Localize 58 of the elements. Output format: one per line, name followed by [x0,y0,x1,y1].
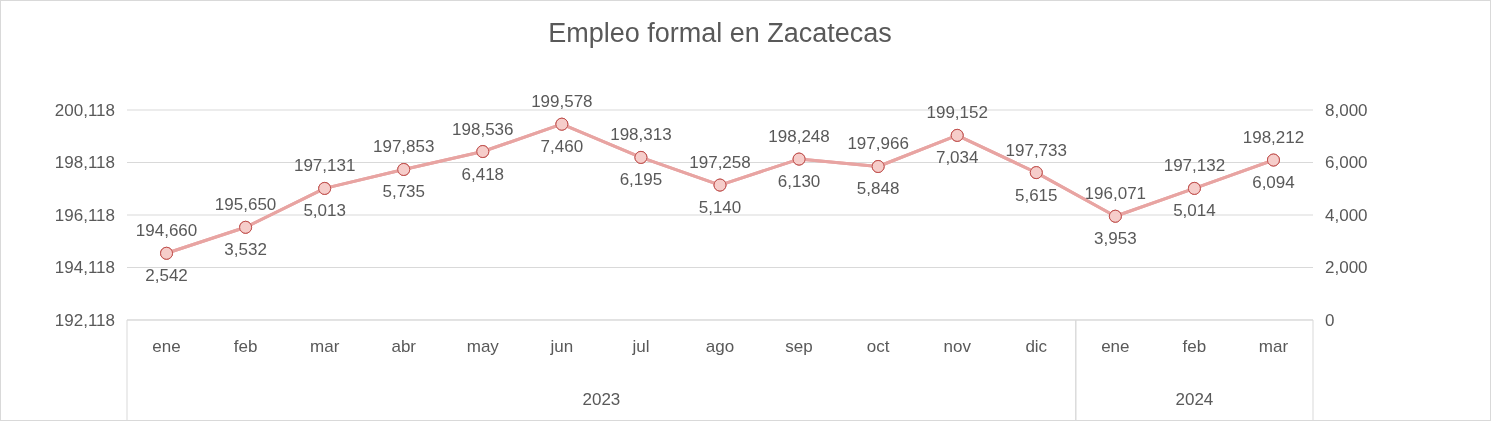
x-tick-label: mar [1258,337,1289,356]
data-label: 6,418 [461,164,505,184]
x-tick-label: jul [631,337,650,356]
x-tick-label: may [466,337,500,356]
text: 2023 [582,390,621,409]
data-label: 196,071 [1084,184,1147,204]
data-label: 5,013 [303,201,346,221]
x-tick-label: sep [785,337,813,356]
data-label: 198,212 [1242,128,1305,148]
y2-tick-label: 4,000 [1325,205,1368,225]
data-label: 5,014 [1173,201,1216,221]
data-label: 199,152 [926,103,988,123]
data-label: 198,536 [452,119,514,139]
x-tick-label: dic [1025,337,1048,356]
data-label: 7,460 [540,137,584,157]
data-label: 7,034 [935,148,979,168]
x-tick-label: feb [233,337,258,356]
data-label: 197,132 [1163,156,1226,176]
x-tick-label: oct [866,337,890,356]
data-label: 195,650 [214,195,277,215]
y-tick-label: 192,118 [54,310,115,330]
data-label: 5,848 [856,179,900,199]
x-tick-label: nov [943,337,972,356]
data-label: 194,660 [135,221,198,241]
y2-tick-label: 2,000 [1325,258,1368,278]
x-tick-label: mar [310,337,340,356]
data-label: 2,542 [145,266,188,286]
y2-tick-label: 8,000 [1325,100,1368,120]
data-label: 5,140 [698,198,742,218]
data-label: 197,733 [1005,140,1067,160]
data-label: 5,615 [1014,185,1058,205]
x-tick-label: ene [152,337,181,356]
chart-title: Empleo formal en Zacatecas [548,18,892,48]
data-label: 6,130 [777,172,821,192]
x-tick-label: ago [705,337,735,356]
data-label: 6,094 [1252,173,1295,193]
data-label: 6,195 [619,170,663,190]
y2-tick-label: 0 [1325,310,1335,330]
x-tick-label: abr [391,337,417,356]
y-tick-label: 198,118 [54,153,115,173]
data-label: 3,532 [224,240,267,260]
data-label: 199,578 [531,92,593,112]
data-label: 3,953 [1094,229,1137,249]
data-label: 197,131 [293,156,356,176]
x-tick-label: feb [1182,337,1207,356]
data-label: 198,313 [610,125,672,145]
y-tick-label: 196,118 [54,205,115,225]
y-tick-label: 194,118 [54,258,115,278]
data-label: 197,258 [689,153,751,173]
data-label: 197,966 [847,134,909,154]
data-label: 198,248 [768,127,830,147]
data-label: 5,735 [382,182,426,202]
y2-tick-label: 6,000 [1325,153,1368,173]
x-tick-label: ene [1101,337,1130,356]
x-tick-label: jun [549,337,574,356]
text: 2024 [1175,390,1214,409]
y-tick-label: 200,118 [54,100,115,120]
data-label: 197,853 [373,137,435,157]
